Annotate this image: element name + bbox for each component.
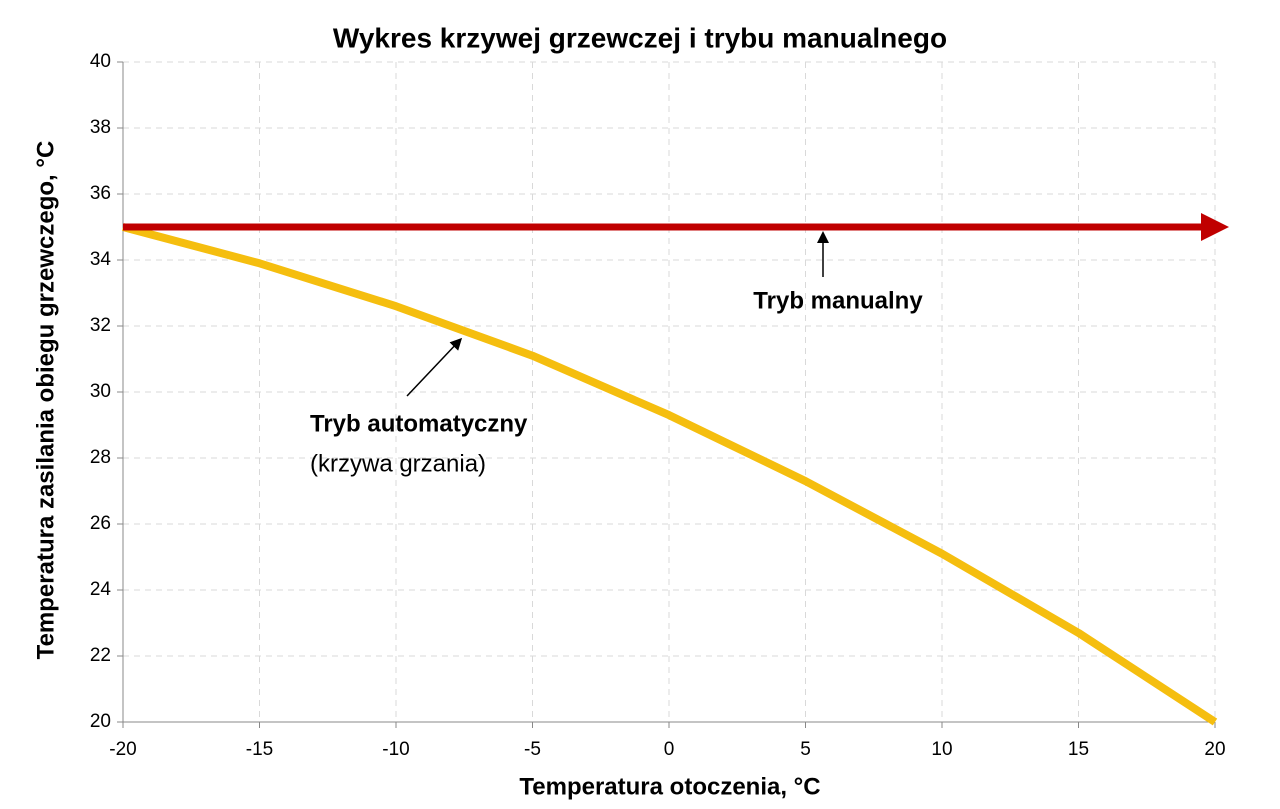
- annotation: Tryb automatyczny: [310, 410, 528, 437]
- y-tick-label: 26: [90, 513, 111, 534]
- y-tick-label: 22: [90, 645, 111, 666]
- series-line: [121, 223, 1218, 726]
- x-tick-label: 20: [1204, 739, 1225, 760]
- plot: [121, 213, 1229, 726]
- x-tick-label: -15: [246, 739, 273, 760]
- x-tick-label: 5: [800, 739, 811, 760]
- grid: [117, 61, 1216, 728]
- y-tick-label: 32: [90, 315, 111, 336]
- y-tick-label: 38: [90, 117, 111, 138]
- y-tick-label: 24: [90, 579, 112, 600]
- chart-title: Wykres krzywej grzewczej i trybu manualn…: [333, 22, 947, 53]
- annotation: (krzywa grzania): [310, 450, 486, 477]
- y-tick-label: 28: [90, 447, 111, 468]
- annotation: Tryb manualny: [753, 287, 923, 314]
- x-tick-label: 10: [931, 739, 952, 760]
- y-tick-label: 34: [90, 249, 112, 270]
- x-tick-label: 15: [1068, 739, 1089, 760]
- y-tick-label: 40: [90, 51, 111, 72]
- y-tick-label: 30: [90, 381, 111, 402]
- y-axis-label: Temperatura zasilania obiegu grzewczego,…: [32, 141, 59, 660]
- x-tick-label: -20: [109, 739, 136, 760]
- x-tick-label: 0: [664, 739, 675, 760]
- x-axis-label: Temperatura otoczenia, °C: [519, 773, 820, 800]
- x-tick-label: -10: [382, 739, 409, 760]
- y-tick-label: 20: [90, 711, 111, 732]
- x-tick-label: -5: [524, 739, 541, 760]
- annotation-arrow: [406, 337, 463, 397]
- y-tick-label: 36: [90, 183, 111, 204]
